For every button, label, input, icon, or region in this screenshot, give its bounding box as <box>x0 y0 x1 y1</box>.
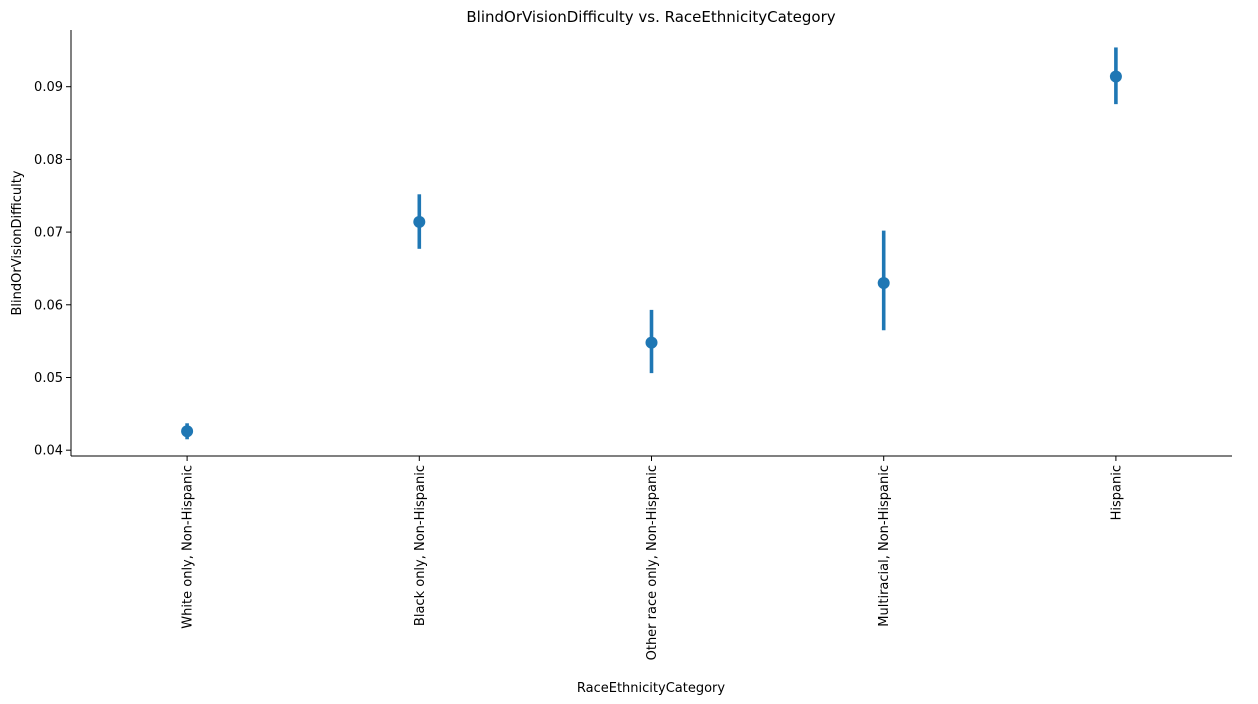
y-axis-ticks: 0.04 0.05 0.06 0.07 0.08 0.09 <box>34 80 71 459</box>
plot-area <box>181 47 1122 440</box>
y-tick-label: 0.04 <box>34 444 63 459</box>
x-tick-label: Black only, Non-Hispanic <box>413 465 428 626</box>
data-point <box>877 276 890 289</box>
y-tick-label: 0.09 <box>34 80 63 95</box>
data-point <box>645 336 658 349</box>
x-tick-label: Multiracial, Non-Hispanic <box>877 465 892 627</box>
data-point <box>1109 70 1122 83</box>
y-tick-label: 0.05 <box>34 371 63 386</box>
data-point <box>413 215 426 228</box>
x-tick-label: White only, Non-Hispanic <box>181 465 196 629</box>
x-tick-label: Other race only, Non-Hispanic <box>645 465 660 660</box>
y-axis-label: BlindOrVisionDifficulty <box>10 170 25 315</box>
y-tick-label: 0.08 <box>34 153 63 168</box>
y-tick-label: 0.07 <box>34 226 63 241</box>
chart-title: BlindOrVisionDifficulty vs. RaceEthnicit… <box>466 8 835 26</box>
x-tick-label: Hispanic <box>1109 465 1124 520</box>
x-axis-ticks: White only, Non-Hispanic Black only, Non-… <box>181 456 1124 660</box>
y-tick-label: 0.06 <box>34 298 63 313</box>
x-axis-label: RaceEthnicityCategory <box>577 681 725 696</box>
data-point <box>181 425 194 438</box>
